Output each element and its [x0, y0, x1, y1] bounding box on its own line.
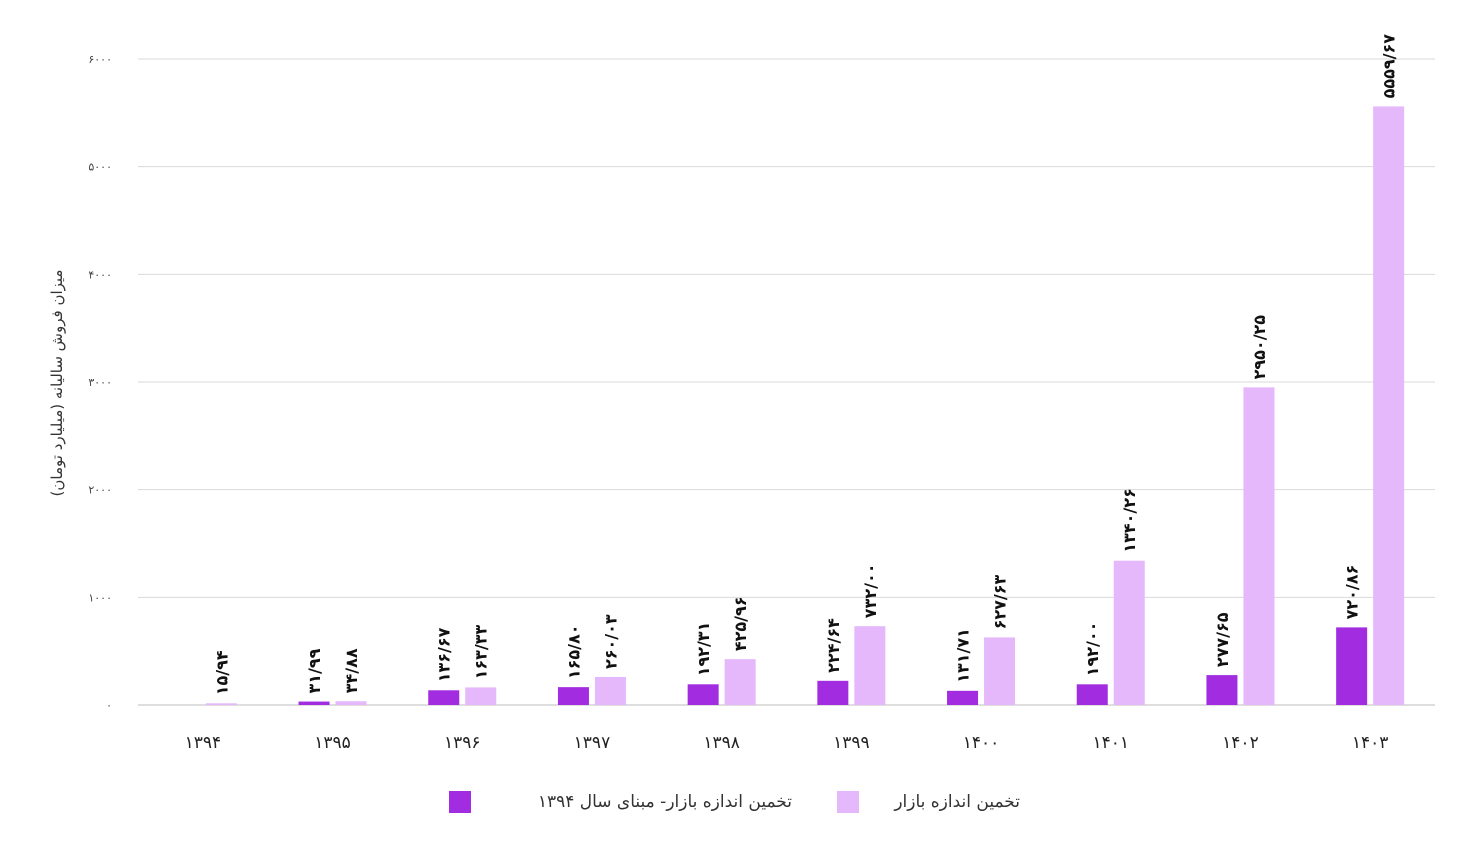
bar: [205, 703, 237, 705]
data-label: ۱۹۲/۳۱: [694, 622, 713, 677]
legend-swatch-base-year: [449, 791, 471, 813]
legend: تخمین اندازه بازار- مبنای سال ۱۳۹۴ تخمین…: [449, 791, 1020, 813]
y-tick-label: ۴۰۰۰: [88, 268, 112, 281]
bar: [1113, 560, 1145, 705]
data-labels: ۱۵/۹۴ ۳۱/۹۹ ۳۴/۸۸ ۱۳۶/۶۷ ۱۶۳/۳۳ ۱۶۵/۸۰ ۲۶۰/۰۳ ۱…: [212, 34, 1398, 696]
x-tick-label: ۱۳۹۷: [574, 733, 611, 753]
data-label: ۷۳۲/۰۰: [861, 564, 880, 619]
data-label: ۱۳۴۰/۲۶: [1120, 488, 1139, 552]
y-tick-label: ۵۰۰۰: [88, 161, 112, 174]
x-tick-label: ۱۳۹۴: [185, 733, 222, 753]
x-tick-label: ۱۴۰۲: [1222, 733, 1259, 753]
data-label: ۶۲۷/۶۳: [991, 575, 1010, 630]
data-label: ۲۶۰/۰۳: [601, 614, 620, 669]
x-tick-label: ۱۳۹۵: [314, 733, 351, 753]
bar: [1373, 106, 1405, 705]
bar: [594, 677, 626, 705]
x-tick-label: ۱۴۰۰: [963, 733, 1000, 753]
data-label: ۱۹۲/۰۰: [1083, 622, 1102, 677]
y-tick-label: ۰: [106, 699, 112, 712]
data-label: ۱۶۵/۸۰: [564, 624, 583, 679]
x-tick-label: ۱۳۹۸: [703, 733, 740, 753]
data-label: ۱۶۳/۳۳: [472, 625, 491, 680]
gridlines: [138, 58, 1435, 706]
data-label: ۲۷۷/۶۵: [1213, 612, 1232, 667]
y-tick-label: ۶۰۰۰: [88, 53, 112, 66]
legend-item-market-size: تخمین اندازه بازار: [837, 791, 1020, 813]
data-label: ۷۲۰/۸۶: [1343, 565, 1362, 620]
data-label: ۱۵/۹۴: [212, 650, 231, 695]
bar: [687, 684, 719, 705]
bar: [1243, 387, 1275, 705]
y-tick-label: ۱۰۰۰: [88, 591, 112, 604]
legend-item-base-year: تخمین اندازه بازار- مبنای سال ۱۳۹۴: [449, 791, 792, 813]
bar: [428, 690, 460, 705]
x-tick-label: ۱۴۰۳: [1352, 733, 1389, 753]
y-axis-ticks: ۰ ۱۰۰۰ ۲۰۰۰ ۳۰۰۰ ۴۰۰۰ ۵۰۰۰ ۶۰۰۰: [88, 53, 112, 712]
bar: [298, 701, 330, 705]
bar: [335, 701, 367, 705]
data-label: ۳۴/۸۸: [342, 648, 361, 693]
bar: [854, 626, 886, 705]
x-tick-label: ۱۴۰۱: [1092, 733, 1129, 753]
legend-swatch-market-size: [837, 791, 859, 813]
bar: [947, 690, 979, 705]
bars: [205, 106, 1405, 705]
bar: [465, 687, 497, 705]
x-tick-label: ۱۳۹۹: [833, 733, 870, 753]
y-axis-label: میزان فروش سالیانه (میلیارد تومان): [48, 270, 66, 497]
legend-label-base-year: تخمین اندازه بازار- مبنای سال ۱۳۹۴: [538, 792, 792, 812]
bar: [1206, 675, 1238, 705]
data-label: ۳۱/۹۹: [305, 648, 324, 693]
data-label: ۲۹۵۰/۲۵: [1250, 315, 1269, 380]
data-label: ۴۲۵/۹۶: [731, 596, 750, 651]
legend-label-market-size: تخمین اندازه بازار: [893, 792, 1020, 812]
x-tick-label: ۱۳۹۶: [444, 733, 481, 753]
data-label: ۱۳۶/۶۷: [435, 627, 454, 682]
bar: [724, 659, 756, 705]
x-axis-ticks: ۱۳۹۴ ۱۳۹۵ ۱۳۹۶ ۱۳۹۷ ۱۳۹۸ ۱۳۹۹ ۱۴۰۰ ۱۴۰۱ ۱۴۰۲ ۱۴۰۳: [185, 733, 1389, 753]
bar: [557, 687, 589, 705]
y-tick-label: ۲۰۰۰: [88, 484, 112, 497]
y-tick-label: ۳۰۰۰: [88, 376, 112, 389]
data-label: ۱۳۱/۷۱: [954, 628, 973, 683]
bar: [1336, 627, 1368, 705]
bar: [1076, 684, 1108, 705]
data-label: ۲۲۴/۶۴: [824, 618, 843, 673]
bar: [817, 680, 849, 705]
data-label: ۵۵۵۹/۶۷: [1380, 34, 1399, 99]
bar: [984, 637, 1016, 705]
